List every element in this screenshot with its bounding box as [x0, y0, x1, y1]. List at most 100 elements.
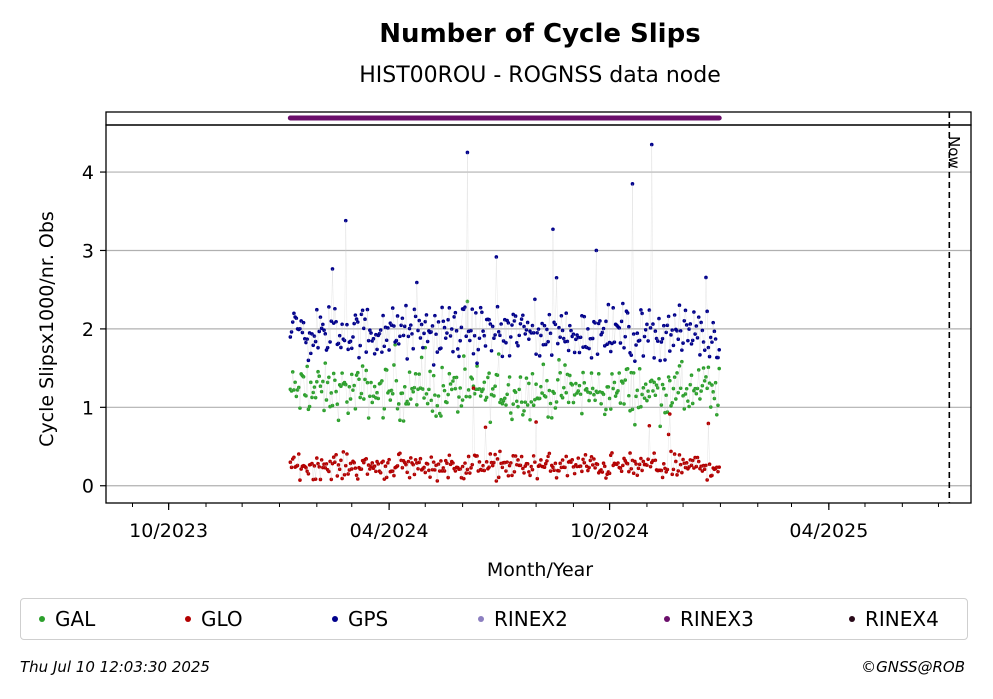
connector-gps	[582, 316, 585, 348]
point-glo	[593, 466, 597, 470]
connector-gal	[535, 384, 538, 399]
point-glo	[333, 460, 337, 464]
connector-gps	[434, 315, 437, 335]
connector-gal	[543, 364, 545, 396]
connector-gps	[508, 322, 510, 356]
connector-glo	[511, 455, 514, 476]
connector-glo	[485, 427, 487, 462]
connector-glo	[461, 466, 463, 478]
connector-gps	[333, 308, 336, 324]
connector-gal	[351, 374, 354, 391]
point-glo	[464, 471, 469, 475]
legend-marker-gps	[332, 616, 338, 622]
connector-glo	[564, 456, 567, 468]
connector-glo	[668, 414, 671, 435]
connector-gps	[550, 333, 552, 356]
connector-gal	[620, 381, 622, 404]
connector-gal	[444, 390, 446, 402]
connector-gps	[393, 326, 396, 343]
connector-gal	[572, 384, 574, 403]
point-gal	[319, 389, 324, 394]
connector-glo	[496, 458, 498, 482]
point-glo	[705, 478, 709, 482]
connector-gal	[463, 356, 466, 370]
connector-gal	[563, 365, 566, 388]
point-glo	[462, 476, 466, 481]
y-tick-label: 0	[82, 476, 94, 498]
connector-gal	[709, 383, 711, 408]
x-tick-label: 10/2023	[129, 520, 208, 542]
connector-gps	[534, 299, 537, 355]
connector-gps	[574, 339, 577, 353]
legend-marker-rinex2	[478, 616, 484, 622]
point-gps	[527, 337, 531, 341]
connector-gps	[711, 322, 714, 343]
point-gal	[488, 420, 493, 425]
connector-glo	[497, 458, 499, 478]
point-glo	[660, 475, 665, 480]
connector-gal	[590, 373, 592, 393]
connector-gps	[421, 324, 424, 348]
connector-glo	[446, 463, 449, 478]
connector-glo	[705, 465, 708, 481]
connector-gps	[358, 345, 361, 358]
point-gal	[529, 400, 534, 404]
connector-glo	[513, 455, 515, 472]
connector-gal	[346, 402, 349, 414]
connector-glo	[647, 425, 650, 460]
point-gps	[523, 332, 528, 336]
connector-gps	[344, 220, 346, 341]
connector-gal	[658, 378, 661, 427]
point-gal	[415, 402, 419, 407]
connector-gps	[581, 315, 584, 348]
connector-gps	[455, 312, 457, 331]
connector-gps	[316, 309, 319, 348]
connector-gps	[515, 316, 518, 343]
chart-subtitle: HIST00ROU - ROGNSS data node	[359, 63, 721, 88]
connector-gps	[649, 310, 651, 328]
point-gal	[408, 397, 413, 401]
point-gal	[651, 389, 655, 393]
connector-gal	[529, 401, 532, 420]
connector-glo	[366, 458, 368, 475]
point-gal	[486, 375, 490, 380]
connector-gal	[553, 393, 556, 408]
connector-gal	[434, 395, 437, 417]
connector-gal	[617, 373, 620, 391]
connector-gps	[669, 334, 672, 352]
connector-gal	[551, 391, 554, 418]
connector-gal	[488, 373, 491, 423]
connector-gal	[528, 383, 531, 420]
connector-gal	[408, 372, 410, 404]
connector-gps	[504, 319, 507, 343]
connector-glo	[386, 462, 389, 478]
connector-glo	[315, 458, 318, 480]
connector-gal	[511, 404, 514, 420]
connector-gal	[355, 375, 357, 409]
connector-gal	[581, 372, 584, 414]
connector-glo	[388, 459, 391, 472]
connector-gps	[367, 309, 369, 341]
point-gps	[590, 336, 595, 341]
point-gps	[695, 336, 700, 340]
connector-gal	[497, 353, 499, 376]
point-gps	[717, 347, 722, 352]
connector-glo	[345, 453, 348, 466]
connector-gps	[494, 256, 497, 335]
connector-glo	[629, 453, 632, 469]
connector-gps	[634, 344, 637, 362]
point-gal	[330, 403, 335, 408]
connector-gal	[455, 377, 457, 389]
connector-gal	[519, 377, 521, 390]
connector-gps	[492, 326, 495, 339]
connector-gps	[587, 328, 590, 349]
connector-gps	[697, 317, 699, 338]
connector-gal	[517, 389, 520, 407]
point-gal	[505, 392, 509, 397]
connector-gal	[546, 380, 549, 418]
point-gps	[342, 338, 347, 343]
connector-glo	[329, 461, 332, 480]
connector-gal	[645, 384, 648, 401]
connector-gps	[475, 312, 478, 364]
connector-gps	[362, 310, 365, 329]
